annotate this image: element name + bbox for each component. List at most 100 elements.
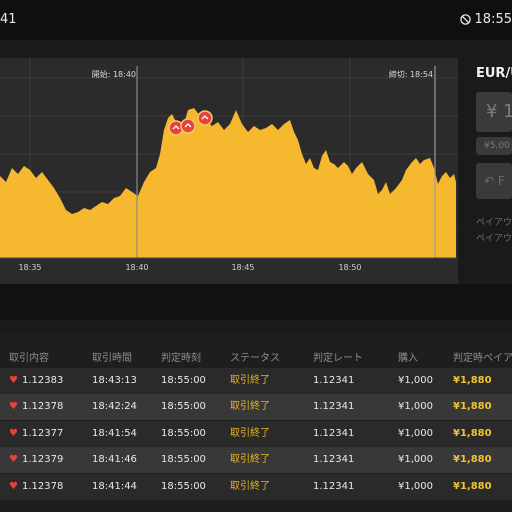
judge-time-cell-text: 18:55:00	[161, 401, 206, 412]
status-cell: 取引終了	[230, 474, 270, 500]
table-row[interactable]: ♥ 1.12377 18:41:54 18:55:00 取引終了 1.12341 ¥1,00…	[0, 421, 512, 447]
judge-time-cell-text: 18:55:00	[161, 481, 206, 492]
judge-rate-cell-text: 1.12341	[313, 401, 355, 412]
trade-rate-cell: ♥ 1.12377	[9, 421, 63, 447]
trade-rate-cell-text: 1.12377	[21, 428, 64, 439]
column-header: 購入	[398, 353, 418, 364]
payout-cell: ¥1,880	[453, 368, 492, 394]
trade-time-cell-text: 18:41:44	[92, 481, 137, 492]
x-tick-label: 18:45	[231, 263, 254, 272]
judge-time-cell-text: 18:55:00	[161, 375, 206, 386]
purchase-cell: ¥1,000	[398, 474, 433, 500]
clock-right-time: 18:55	[474, 12, 512, 27]
payout-cell: ¥1,880	[453, 447, 492, 473]
clock-left: 41	[0, 12, 17, 27]
judge-rate-cell: 1.12341	[313, 394, 354, 420]
table-row[interactable]: ♥ 1.12378 18:42:24 18:55:00 取引終了 1.12341 ¥1,00…	[0, 394, 512, 420]
status-cell: 取引終了	[230, 421, 270, 447]
x-tick-label: 18:50	[338, 263, 361, 272]
price-chart[interactable]: 開始: 18:40 締切: 18:54 18:35 18:40 18:45 18…	[0, 58, 458, 284]
trade-time-cell: 18:41:54	[92, 421, 137, 447]
judge-time-cell: 18:55:00	[161, 368, 206, 394]
judge-rate-cell-text: 1.12341	[313, 454, 355, 465]
trade-rate-cell-text: 1.12379	[21, 454, 64, 465]
heart-icon: ♥	[9, 481, 18, 492]
payout-cell-text: ¥1,880	[453, 375, 492, 386]
purchase-cell: ¥1,000	[398, 447, 433, 473]
trade-rate-cell: ♥ 1.12379	[9, 447, 63, 473]
judge-time-cell: 18:55:00	[161, 394, 206, 420]
x-tick-label: 18:40	[125, 263, 148, 272]
trade-time-cell: 18:43:13	[92, 368, 137, 394]
judge-time-cell-text: 18:55:00	[161, 428, 206, 439]
purchase-cell-text: ¥1,000	[398, 401, 433, 412]
table-row[interactable]: ♥ 1.12383 18:43:13 18:55:00 取引終了 1.12341 ¥1,00…	[0, 368, 512, 394]
end-time-label: 締切: 18:54	[389, 69, 433, 79]
status-cell: 取引終了	[230, 447, 270, 473]
payout-cell: ¥1,880	[453, 474, 492, 500]
purchase-cell-text: ¥1,000	[398, 375, 433, 386]
column-header: 判定時刻	[161, 353, 201, 364]
purchase-cell-text: ¥1,000	[398, 428, 433, 439]
top-bar	[0, 0, 512, 40]
judge-rate-cell-text: 1.12341	[313, 481, 355, 492]
table-row[interactable]: ♥ 1.12378 18:41:44 18:55:00 取引終了 1.12341 ¥1,00…	[0, 474, 512, 500]
judge-rate-cell-text: 1.12341	[313, 428, 355, 439]
table-row[interactable]: ♥ 1.12379 18:41:46 18:55:00 取引終了 1.12341 ¥1,00…	[0, 447, 512, 473]
judge-rate-cell-text: 1.12341	[313, 375, 355, 386]
payout-label: ペイアウ	[476, 234, 512, 244]
purchase-cell-text: ¥1,000	[398, 454, 433, 465]
trade-rate-cell-text: 1.12378	[21, 401, 64, 412]
column-header: 取引時間	[92, 353, 132, 364]
no-entry-icon	[459, 14, 471, 25]
status-cell-text: 取引終了	[230, 428, 270, 439]
payout-label: ペイアウ	[476, 218, 512, 228]
judge-rate-cell: 1.12341	[313, 368, 354, 394]
status-cell-text: 取引終了	[230, 481, 270, 492]
amount-preset-button[interactable]: ¥5,00	[476, 137, 512, 155]
payout-cell: ¥1,880	[453, 394, 492, 420]
trade-rate-cell: ♥ 1.12378	[9, 474, 63, 500]
status-cell-text: 取引終了	[230, 375, 270, 386]
judge-time-cell: 18:55:00	[161, 447, 206, 473]
payout-cell-text: ¥1,880	[453, 454, 492, 465]
judge-time-cell-text: 18:55:00	[161, 454, 206, 465]
trade-time-cell: 18:42:24	[92, 394, 137, 420]
judge-time-cell: 18:55:00	[161, 474, 206, 500]
status-cell: 取引終了	[230, 394, 270, 420]
purchase-cell: ¥1,000	[398, 368, 433, 394]
column-header: 判定時ペイア	[453, 353, 512, 364]
trade-rate-cell: ♥ 1.12378	[9, 394, 63, 420]
purchase-cell-text: ¥1,000	[398, 481, 433, 492]
currency-pair-label: EUR/U	[476, 66, 512, 81]
trade-time-cell-text: 18:42:24	[92, 401, 137, 412]
trade-time-cell: 18:41:44	[92, 474, 137, 500]
entry-markers[interactable]	[168, 110, 213, 136]
payout-cell-text: ¥1,880	[453, 401, 492, 412]
price-area	[0, 108, 456, 258]
trade-time-cell-text: 18:41:54	[92, 428, 137, 439]
heart-icon: ♥	[9, 428, 18, 439]
amount-input[interactable]: ¥ 1	[476, 92, 512, 132]
trade-time-cell-text: 18:41:46	[92, 454, 137, 465]
trade-rate-cell-text: 1.12378	[21, 481, 64, 492]
toolbar-strip	[0, 284, 512, 320]
start-time-label: 開始: 18:40	[92, 69, 136, 79]
column-header: 取引内容	[9, 353, 49, 364]
heart-icon: ♥	[9, 401, 18, 412]
judge-rate-cell: 1.12341	[313, 447, 354, 473]
clock-right: 18:55	[459, 12, 512, 27]
heart-icon: ♥	[9, 375, 18, 386]
judge-time-cell: 18:55:00	[161, 421, 206, 447]
purchase-cell: ¥1,000	[398, 394, 433, 420]
purchase-button[interactable]: ↶ F	[476, 163, 512, 199]
status-cell-text: 取引終了	[230, 401, 270, 412]
payout-cell: ¥1,880	[453, 421, 492, 447]
column-header: ステータス	[230, 353, 280, 364]
status-cell: 取引終了	[230, 368, 270, 394]
column-header: 判定レート	[313, 353, 363, 364]
payout-cell-text: ¥1,880	[453, 481, 492, 492]
trade-rate-cell: ♥ 1.12383	[9, 368, 63, 394]
trade-rate-cell-text: 1.12383	[21, 375, 64, 386]
purchase-cell: ¥1,000	[398, 421, 433, 447]
